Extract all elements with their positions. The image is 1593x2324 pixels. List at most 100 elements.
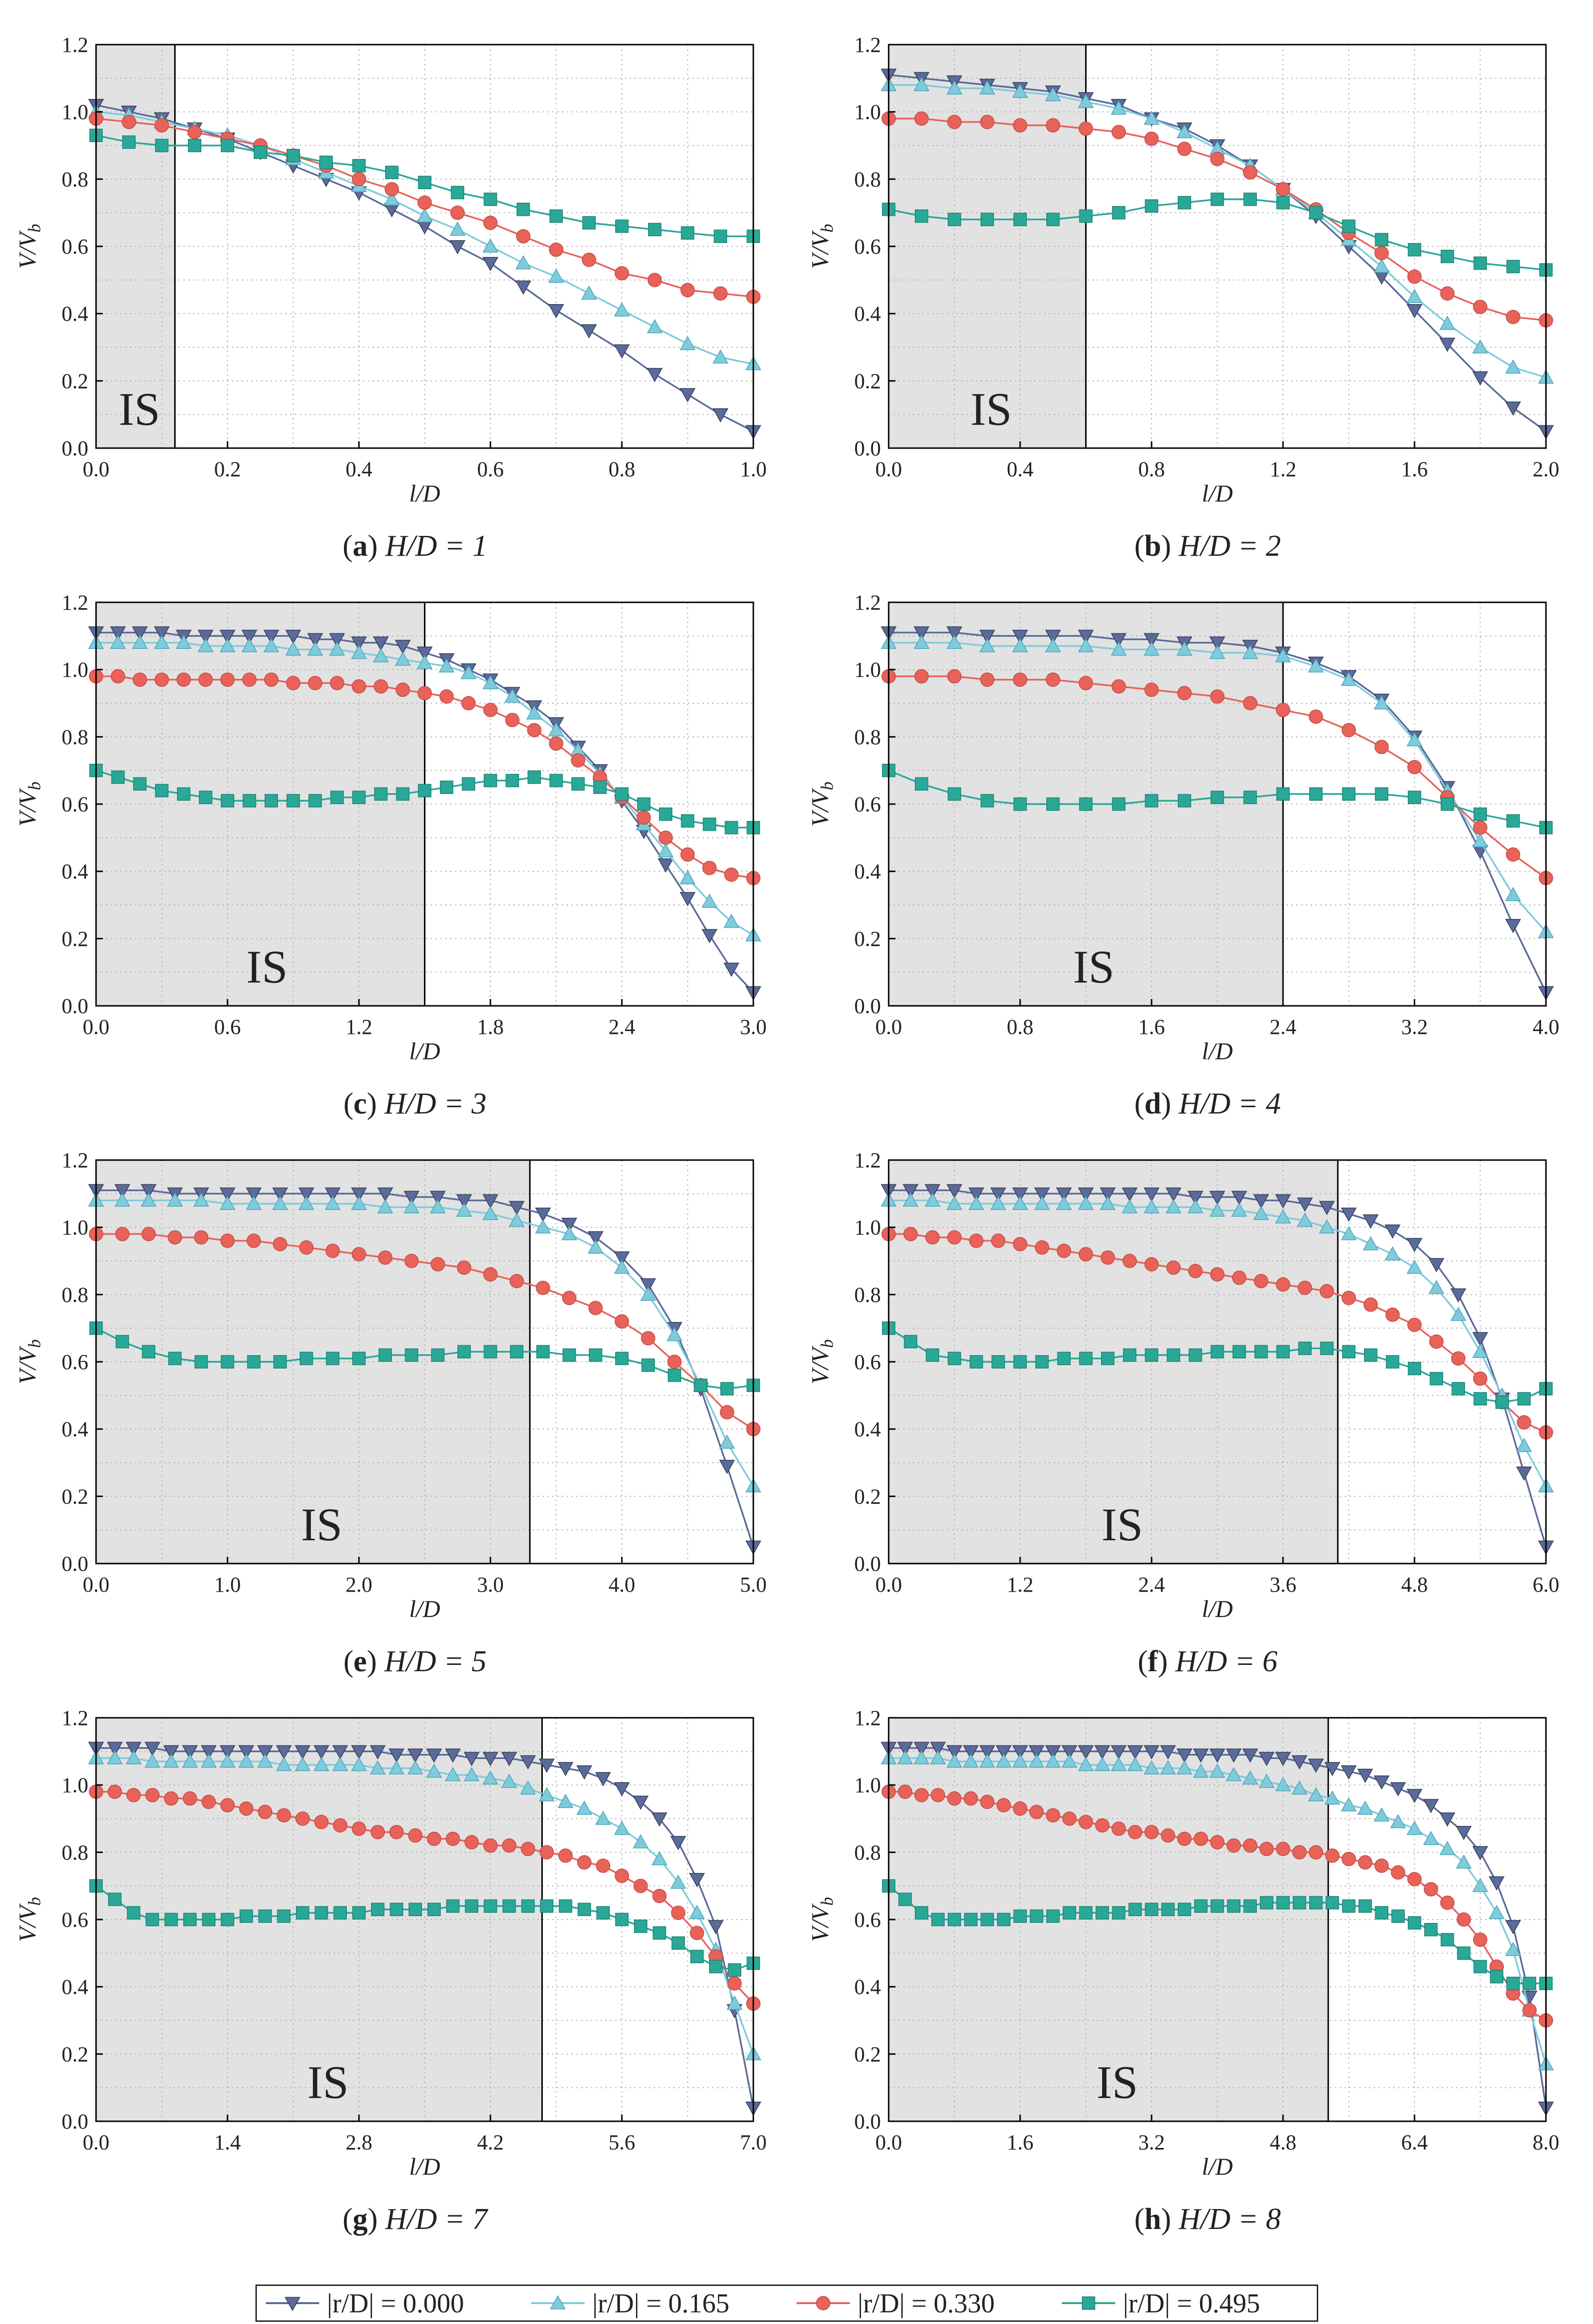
- data-point: [1143, 1187, 1160, 1202]
- x-tick-label: 0.8: [1007, 1015, 1034, 1039]
- data-point: [333, 1906, 347, 1920]
- legend-item-1: |r/D| = 0.165: [531, 2289, 730, 2319]
- data-point: [482, 1194, 499, 1209]
- data-point: [990, 1187, 1007, 1202]
- data-point: [258, 1805, 273, 1819]
- data-point: [1375, 787, 1388, 801]
- data-point: [1127, 1745, 1143, 1759]
- is-label: IS: [119, 383, 160, 435]
- data-point: [1489, 1904, 1505, 1919]
- data-point: [1473, 300, 1488, 314]
- x-tick-label: 0.0: [876, 1015, 902, 1039]
- y-tick-label: 1.2: [854, 1148, 881, 1172]
- data-point: [1276, 196, 1290, 210]
- data-point: [1495, 1395, 1509, 1409]
- data-point: [615, 787, 629, 801]
- data-point: [1143, 633, 1160, 647]
- data-point: [571, 777, 585, 791]
- data-point: [1046, 1808, 1060, 1823]
- y-tick-label: 0.2: [62, 927, 88, 951]
- y-tick-label: 0.8: [854, 725, 881, 749]
- data-point: [1013, 797, 1027, 811]
- data-point: [1232, 1345, 1246, 1358]
- data-point: [505, 712, 520, 727]
- data-point: [1030, 1909, 1043, 1923]
- data-point: [238, 1753, 254, 1768]
- data-point: [427, 1831, 441, 1846]
- subfigure-caption: (f) H/D = 6: [1138, 1645, 1277, 1678]
- data-point: [445, 1767, 461, 1781]
- data-point: [658, 843, 674, 857]
- series-2: [881, 1227, 1553, 1440]
- data-point: [557, 1793, 574, 1808]
- data-point: [1210, 193, 1224, 206]
- data-point: [1407, 269, 1422, 284]
- data-point: [516, 229, 531, 243]
- data-point: [1187, 1199, 1203, 1213]
- subfigure-caption: (e) H/D = 5: [343, 1645, 487, 1678]
- data-point: [307, 633, 323, 647]
- data-point: [384, 191, 400, 206]
- data-point: [538, 1759, 555, 1773]
- data-point: [1013, 1355, 1027, 1369]
- data-point: [242, 672, 257, 687]
- data-point: [351, 1195, 367, 1210]
- data-point: [1100, 1195, 1116, 1210]
- data-point: [947, 1791, 962, 1806]
- data-point: [1473, 820, 1488, 835]
- data-point: [641, 1331, 655, 1346]
- data-point: [502, 1899, 516, 1913]
- data-point: [925, 1230, 940, 1245]
- y-tick-label: 0.0: [62, 1552, 88, 1576]
- x-tick-label: 0.0: [83, 1573, 110, 1597]
- x-tick-label: 1.2: [346, 1015, 373, 1039]
- data-point: [1408, 1362, 1421, 1375]
- data-point: [286, 794, 300, 807]
- data-point: [903, 1227, 918, 1242]
- x-axis-title: l/D: [1202, 480, 1233, 507]
- data-point: [221, 1355, 234, 1369]
- data-point: [1456, 1854, 1472, 1869]
- data-point: [446, 1899, 460, 1913]
- data-point: [201, 1753, 217, 1768]
- data-point: [640, 1278, 656, 1293]
- data-point: [219, 1753, 236, 1768]
- data-point: [1161, 1903, 1175, 1916]
- y-tick-label: 0.8: [854, 1283, 881, 1307]
- data-point: [1506, 1976, 1520, 1990]
- data-point: [980, 794, 994, 807]
- data-point: [163, 1745, 179, 1759]
- data-point: [1439, 338, 1456, 352]
- data-point: [457, 1345, 471, 1358]
- data-point: [947, 114, 962, 129]
- data-point: [417, 686, 432, 700]
- data-point: [1298, 1341, 1312, 1356]
- data-point: [652, 1888, 667, 1904]
- data-point: [1406, 1259, 1423, 1274]
- series-0: [880, 1184, 1554, 1555]
- series-0: [880, 626, 1554, 1001]
- data-point: [651, 1812, 667, 1827]
- data-point: [426, 1748, 442, 1763]
- data-point: [1341, 1797, 1357, 1812]
- y-axis-title: V/Vb: [806, 782, 837, 827]
- data-point: [1375, 1906, 1388, 1920]
- data-point: [1177, 686, 1192, 700]
- data-point: [1406, 1238, 1423, 1252]
- data-point: [257, 1745, 273, 1759]
- data-point: [1439, 1812, 1456, 1827]
- data-point: [1095, 1818, 1110, 1833]
- data-point: [1145, 199, 1158, 213]
- data-point: [1111, 679, 1126, 694]
- data-point: [1243, 1838, 1257, 1853]
- data-point: [377, 1199, 393, 1213]
- legend-item-3: |r/D| = 0.495: [1062, 2289, 1260, 2319]
- data-point: [1110, 633, 1127, 647]
- data-point: [1320, 1341, 1334, 1356]
- data-point: [272, 1187, 288, 1202]
- data-point: [313, 1745, 329, 1759]
- data-point: [1243, 193, 1257, 206]
- data-point: [395, 640, 411, 654]
- chart-d: 0.0 0.8 1.6 2.4 3.2 4.0 0.0 0.2 0.4 0.6 0.8 1.0 1.2 l…: [806, 591, 1560, 1120]
- data-point: [1325, 1848, 1340, 1863]
